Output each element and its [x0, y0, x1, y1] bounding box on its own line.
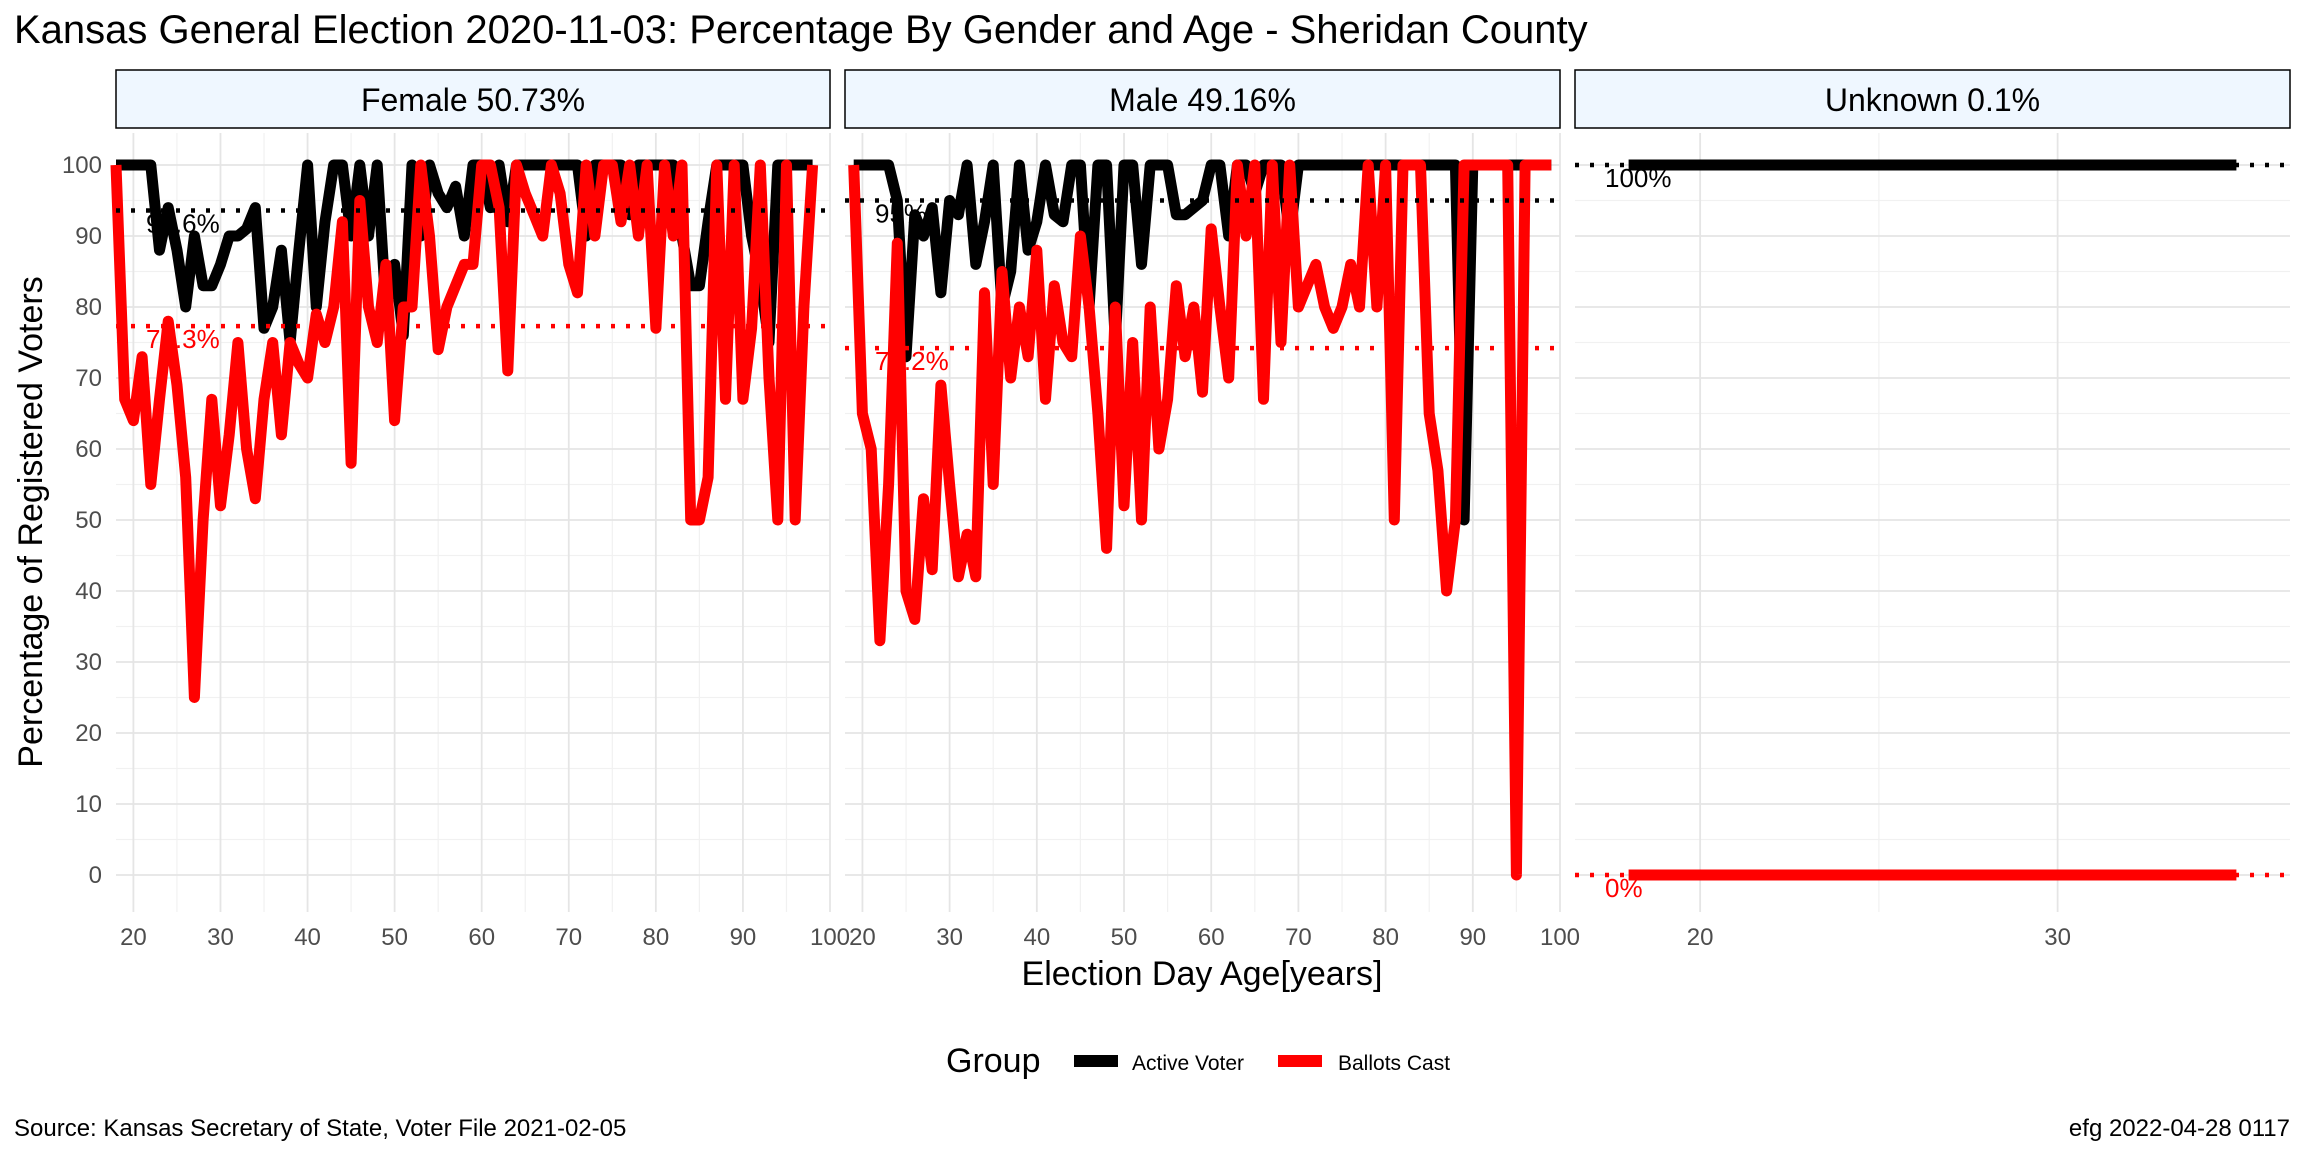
x-tick-label: 90 [1459, 924, 1486, 951]
series-line-ballots-cast [110, 159, 819, 703]
y-tick-label: 50 [75, 507, 102, 534]
y-tick-label: 70 [75, 365, 102, 392]
y-tick-label: 100 [62, 152, 102, 179]
x-tick-label: 100 [1540, 924, 1580, 951]
x-tick-label: 80 [643, 924, 670, 951]
x-tick-label: 50 [381, 924, 408, 951]
reference-label-ballots-cast: 74.2% [875, 346, 949, 376]
panel-2: Male 49.16% 20 30 40 50 60 70 80 90 100 95% 74.2% [844, 69, 1580, 951]
panel-strip [844, 69, 1561, 129]
x-tick-label: 20 [1687, 924, 1714, 951]
x-tick-label: 20 [849, 924, 876, 951]
legend: Group Active Voter Ballots Cast [946, 1042, 1450, 1080]
panel-strip-label: Unknown 0.1% [1825, 82, 2040, 118]
source-note: Source: Kansas Secretary of State, Voter… [14, 1115, 626, 1142]
panel-strip [1574, 69, 2291, 129]
x-tick-label: 30 [2044, 924, 2071, 951]
x-tick-label: 70 [1285, 924, 1312, 951]
legend-label-ballots-cast: Ballots Cast [1338, 1052, 1450, 1075]
reference-label-active-voter: 95% [875, 199, 927, 229]
x-tick-label: 40 [294, 924, 321, 951]
series-line-active-voter [853, 159, 1552, 526]
x-tick-label: 100 [810, 924, 850, 951]
y-tick-label: 20 [75, 720, 102, 747]
chart-title: Kansas General Election 2020-11-03: Perc… [14, 8, 1588, 52]
panel-3: Unknown 0.1% 20 30 100% 0% [1574, 69, 2291, 951]
legend-title: Group [946, 1042, 1041, 1080]
x-tick-label: 30 [207, 924, 234, 951]
y-tick-label: 0 [89, 862, 102, 889]
x-tick-label: 20 [120, 924, 147, 951]
x-tick-label: 60 [468, 924, 495, 951]
stamp-note: efg 2022-04-28 0117 [2069, 1115, 2290, 1142]
legend-label-active-voter: Active Voter [1132, 1052, 1244, 1075]
x-axis-label: Election Day Age[years] [1022, 955, 1383, 993]
x-tick-label: 50 [1111, 924, 1138, 951]
y-tick-label: 10 [75, 791, 102, 818]
y-axis-label: Percentage of Registered Voters [12, 276, 50, 767]
reference-label-ballots-cast: 0% [1605, 873, 1643, 903]
series-line-ballots-cast [848, 159, 1552, 881]
series-line-active-voter [116, 159, 813, 348]
x-tick-label: 90 [730, 924, 757, 951]
reference-label-active-voter: 93.6% [146, 208, 220, 238]
x-tick-label: 60 [1198, 924, 1225, 951]
y-tick-label: 40 [75, 578, 102, 605]
y-tick-label: 60 [75, 436, 102, 463]
x-tick-label: 30 [936, 924, 963, 951]
panel-strip-label: Male 49.16% [1109, 82, 1296, 118]
y-tick-label: 90 [75, 223, 102, 250]
panel-1: Female 50.73% 0 10 20 30 40 50 60 70 80 90 100 20 30 4… [62, 69, 850, 951]
x-tick-label: 70 [555, 924, 582, 951]
panel-strip-label: Female 50.73% [361, 82, 585, 118]
panel-strip [115, 69, 831, 129]
x-tick-label: 80 [1372, 924, 1399, 951]
y-tick-label: 30 [75, 649, 102, 676]
y-tick-label: 80 [75, 294, 102, 321]
reference-label-active-voter: 100% [1605, 163, 1672, 193]
reference-label-ballots-cast: 77.3% [146, 324, 220, 354]
x-tick-label: 40 [1023, 924, 1050, 951]
